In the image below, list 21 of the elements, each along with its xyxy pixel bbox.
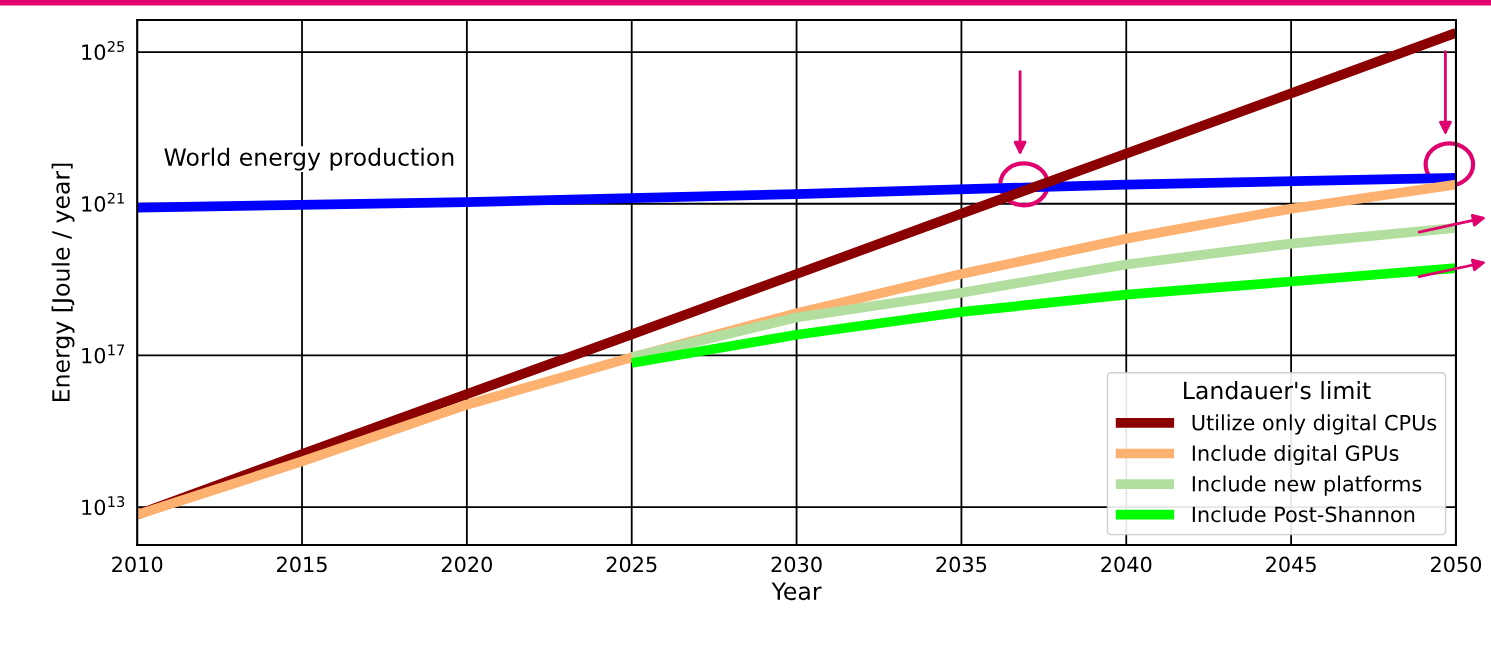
x-tick-label: 2030 (771, 556, 822, 573)
y-tick-label: 10$^{13}$ (82, 496, 125, 516)
x-tick-label: 2035 (936, 556, 987, 573)
legend-label: Include digital GPUs (1192, 444, 1399, 466)
legend-label: Utilize only digital CPUs (1192, 414, 1437, 435)
x-tick-label: 2050 (1430, 556, 1482, 573)
y-tick-label: 10$^{25}$ (82, 41, 125, 61)
x-tick-label: 2025 (606, 556, 657, 573)
legend-title: Landauer's limit (1184, 381, 1371, 400)
x-tick-label: 2015 (277, 556, 327, 573)
y-tick-label: 10$^{21}$ (82, 192, 124, 212)
x-tick-label: 2010 (112, 556, 163, 573)
y-axis-title: Energy [Joule / year] (51, 163, 75, 402)
legend-label: Include Post-Shannon (1192, 506, 1415, 523)
x-tick-label: 2045 (1266, 556, 1316, 573)
x-tick-label: 2020 (441, 556, 492, 573)
x-tick-label: 2040 (1101, 556, 1152, 573)
annotation: World energy production (164, 147, 454, 171)
y-tick-label: 10$^{17}$ (82, 344, 125, 364)
x-axis-title: Year (771, 582, 822, 601)
legend-label: Include new platforms (1192, 475, 1422, 496)
